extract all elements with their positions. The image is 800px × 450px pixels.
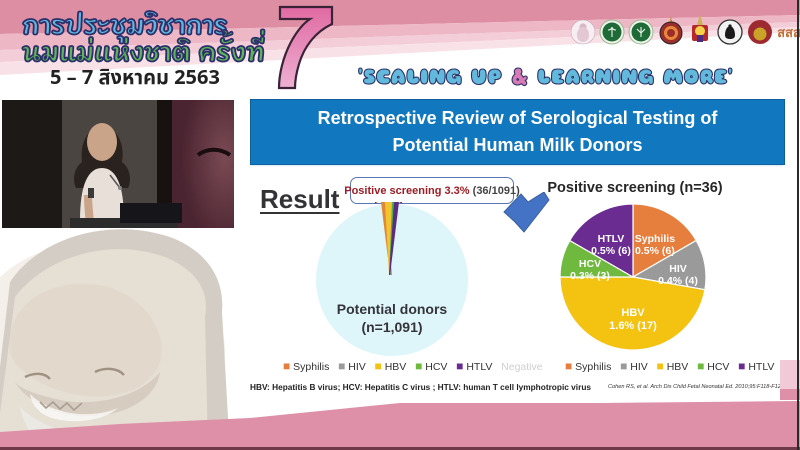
svg-text:0.5% (6): 0.5% (6) <box>635 245 675 257</box>
svg-text:HCV: HCV <box>579 258 601 270</box>
svg-text:0.4% (4): 0.4% (4) <box>658 275 698 287</box>
svg-text:Syphilis: Syphilis <box>635 233 675 245</box>
svg-text:0.3% (3): 0.3% (3) <box>570 270 610 282</box>
svg-text:HBV: HBV <box>621 307 645 319</box>
svg-text:1.6% (17): 1.6% (17) <box>609 320 657 332</box>
svg-text:HIV: HIV <box>669 263 687 275</box>
svg-text:0.5% (6): 0.5% (6) <box>591 245 631 257</box>
svg-text:HTLV: HTLV <box>598 233 625 245</box>
